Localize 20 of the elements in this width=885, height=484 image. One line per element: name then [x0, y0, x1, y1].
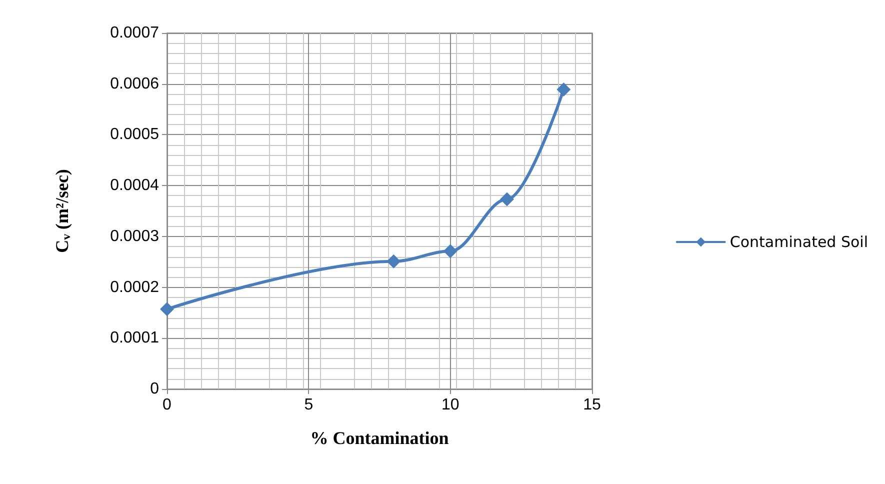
x-tick-label: 5: [304, 396, 314, 414]
y-tick-label: 0.0002: [110, 278, 160, 296]
y-axis-title: Cv (m²/sec): [52, 169, 73, 253]
y-tick-label: 0.0005: [110, 126, 160, 144]
y-tick-label: 0.0001: [110, 330, 160, 347]
point: [443, 244, 458, 258]
x-tick-label: 15: [583, 396, 601, 414]
y-tick-label: 0.0003: [110, 228, 160, 245]
x-axis-title: % Contamination: [310, 428, 449, 448]
point: [556, 82, 571, 96]
y-tick-label: 0: [150, 380, 160, 398]
y-tick-label: 0.0006: [110, 75, 160, 92]
legend-label: Contaminated Soil: [730, 233, 868, 251]
y-tick-label: 0.0007: [110, 24, 160, 42]
x-tick-label: 0: [162, 396, 172, 414]
point: [500, 192, 514, 206]
x-tick-label: 10: [441, 396, 460, 414]
point: [160, 302, 174, 316]
y-tick-label: 0.0004: [110, 177, 160, 194]
point: [386, 254, 401, 268]
